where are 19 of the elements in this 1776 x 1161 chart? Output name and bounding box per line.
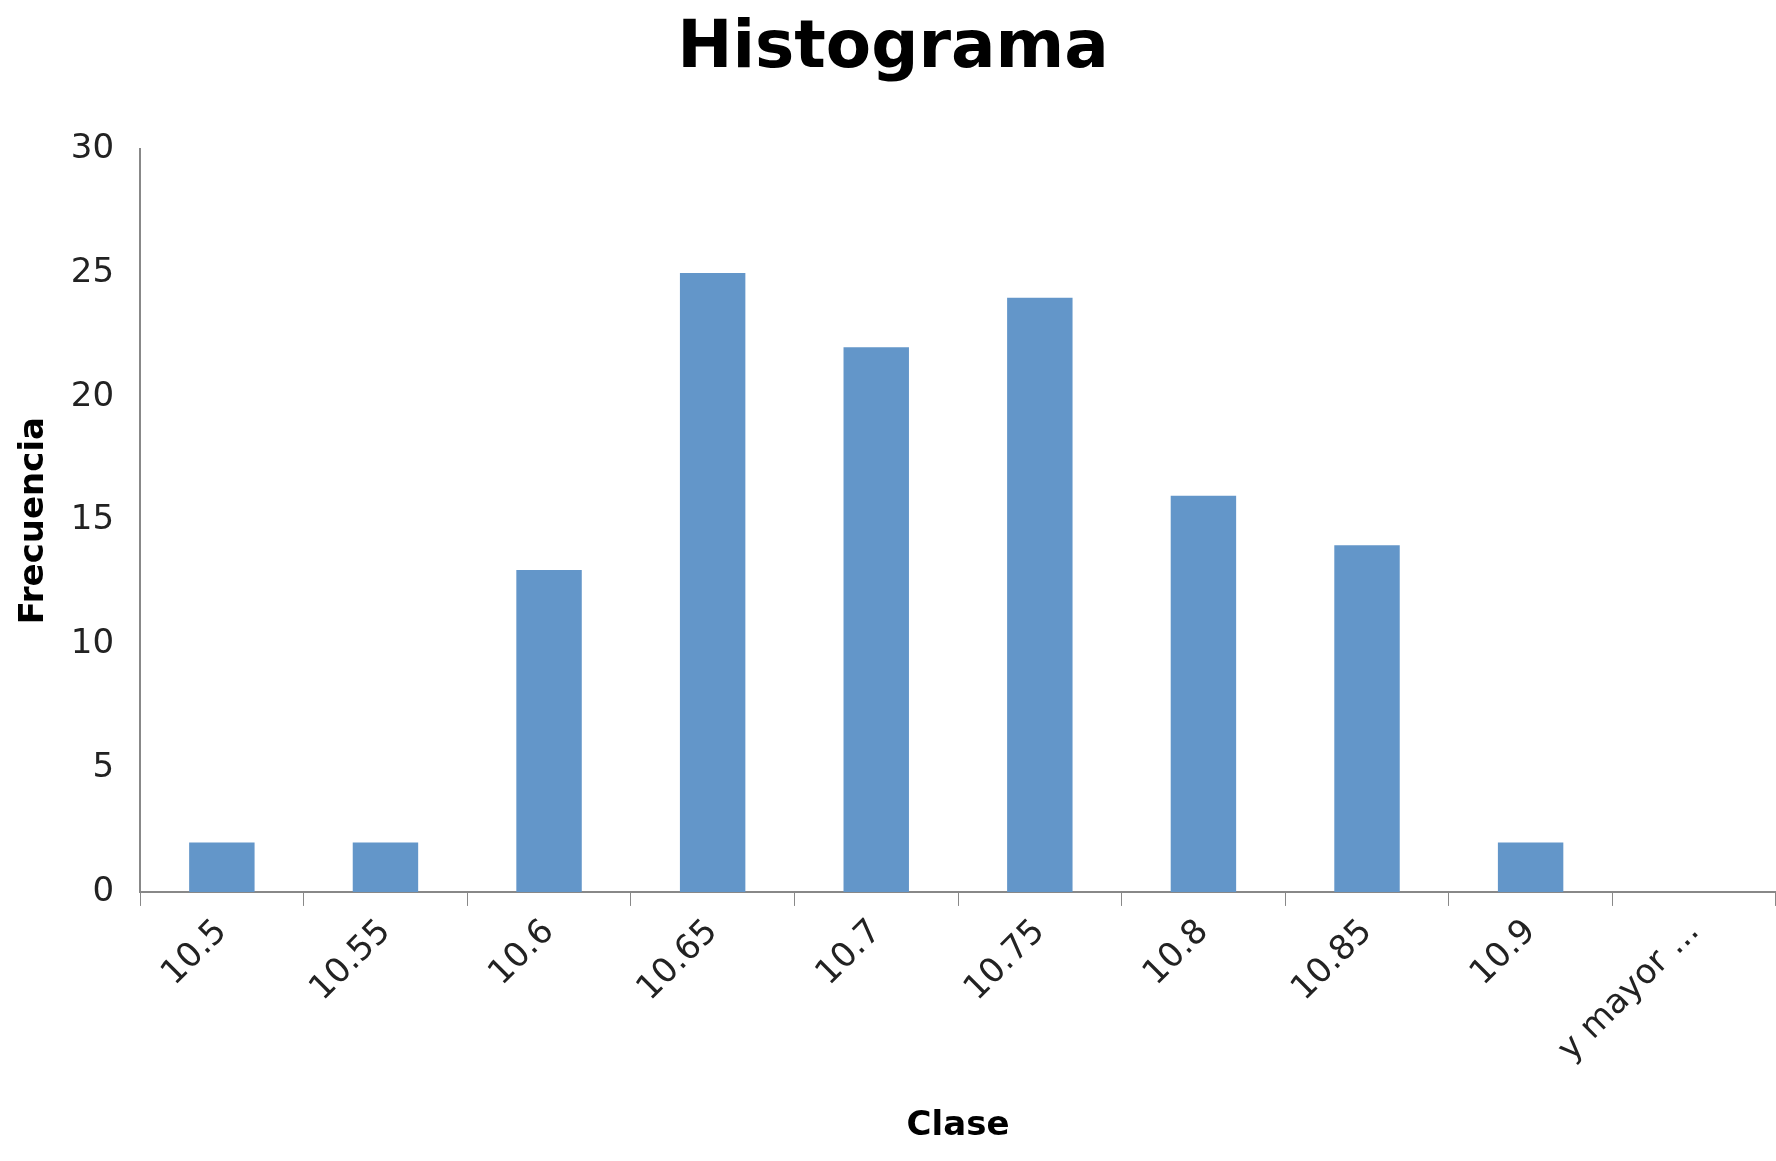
bar [1497,842,1564,892]
bar [679,272,746,892]
y-tick-label: 10 [70,621,115,662]
y-tick-label: 25 [70,249,115,290]
y-tick-label: 0 [92,868,115,909]
bar [516,570,582,892]
x-axis-title: Clase [906,1103,1010,1144]
y-tick-label: 5 [92,744,115,785]
bar [1170,495,1237,892]
bar [1007,297,1073,892]
y-tick-label: 30 [70,126,115,167]
chart-title: Histograma [677,5,1109,83]
y-tick-label: 15 [70,497,115,538]
y-axis-title: Frecuencia [11,416,52,625]
bar [1334,545,1400,892]
y-tick-label: 20 [70,373,115,414]
bar [843,347,909,892]
bar [352,842,419,892]
bar [189,842,255,892]
